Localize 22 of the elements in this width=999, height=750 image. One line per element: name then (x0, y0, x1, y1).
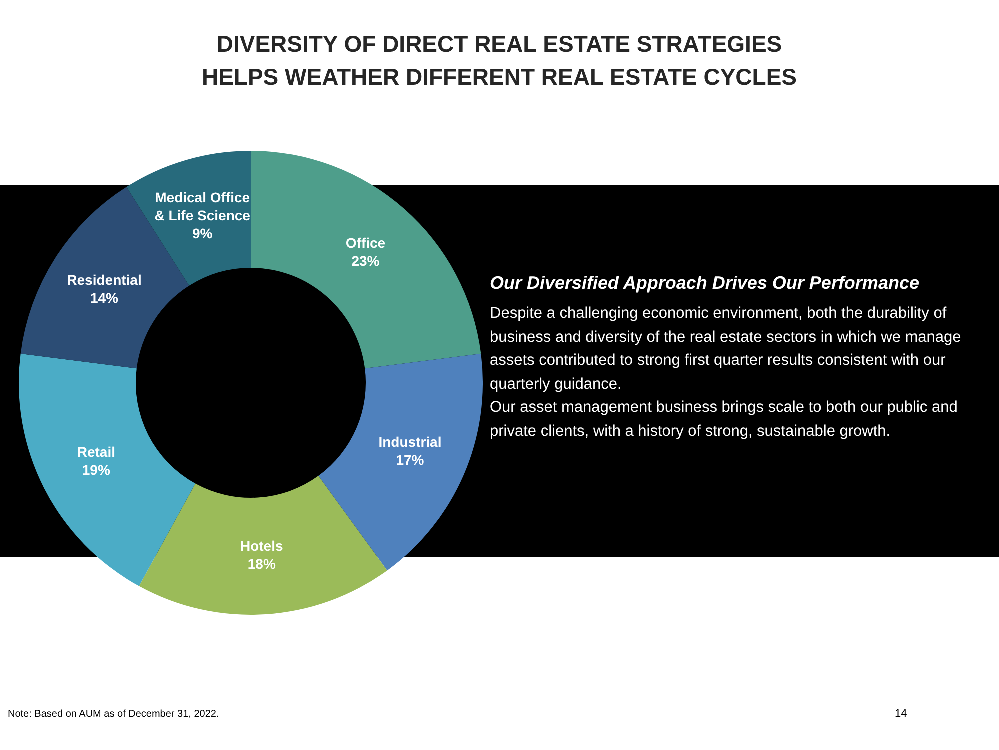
slice-label: Industrial (378, 434, 442, 450)
text: Our asset management business brings scale to both our public and private clients, with a history of strong, sustainable growth. (490, 398, 959, 442)
data-label: 9% (192, 225, 214, 242)
data-label: 17% (396, 452, 425, 468)
donut-slice (251, 151, 482, 369)
chart-title: DIVERSITY OF DIRECT REAL ESTATE STRATEGIES HELPS WEATHER DIFFERENT REAL ESTATE CYCLES (200, 30, 798, 92)
text: 14 (895, 708, 908, 720)
slice-label: Hotels (240, 538, 284, 554)
data-label: 18% (248, 556, 276, 572)
text: Despite a challenging economic environment, both the durability of business and diversity of the real estate sectors in which we manage assets contributed to strong first quarter results consistent with our quarterly guidance. (490, 304, 962, 394)
text: Our Diversified Approach Drives Our Performance (490, 272, 920, 295)
slice-label: Medical Office & Life Science (154, 189, 251, 224)
slice-label: Retail (77, 443, 116, 460)
donut-slice (19, 354, 196, 586)
data-label: 23% (352, 252, 380, 269)
data-label: 14% (90, 290, 120, 306)
slice-label: Residential (67, 272, 142, 288)
donut-slice (318, 354, 483, 571)
donut-slice (139, 476, 388, 615)
slice-label: Office (346, 234, 386, 251)
data-label: 19% (82, 461, 111, 478)
text: Note: Based on AUM as of December 31, 2022. (8, 709, 220, 720)
